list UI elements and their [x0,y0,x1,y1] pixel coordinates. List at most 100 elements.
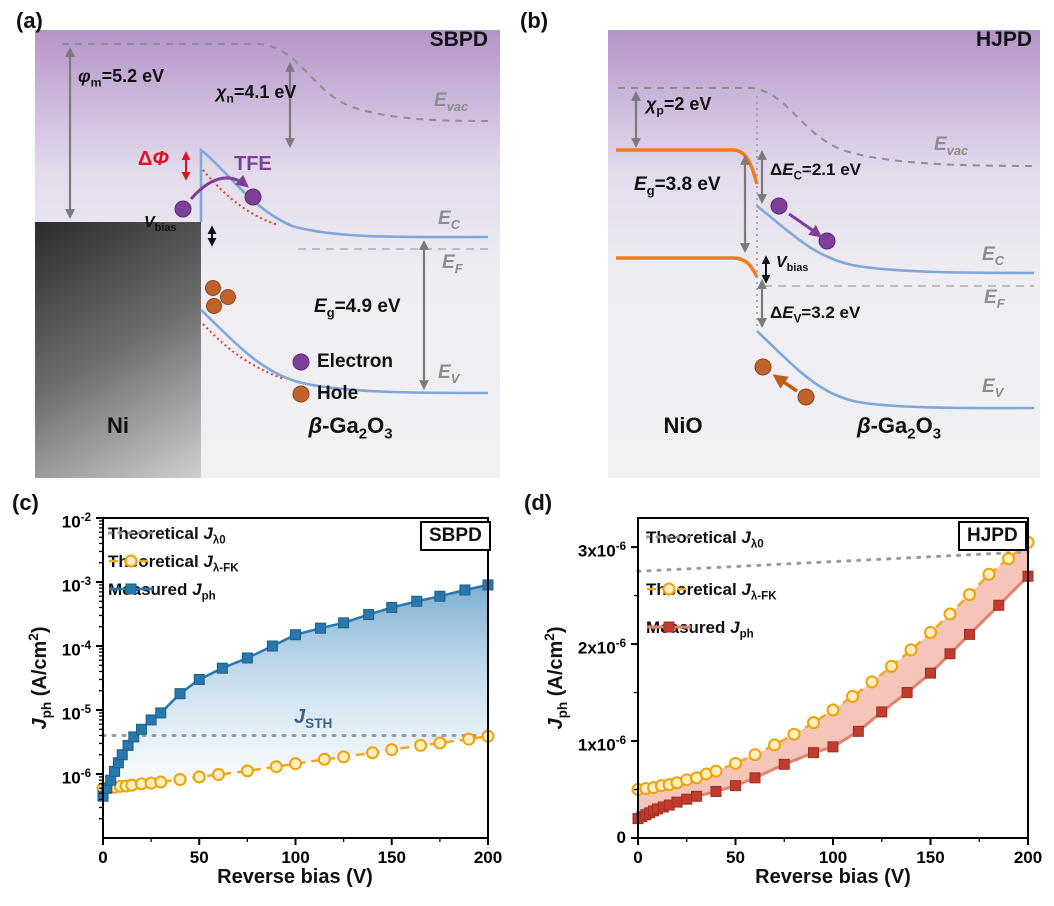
x-axis-label: Reverse bias (V) [217,866,373,888]
panel-b-letter: (b) [520,8,549,33]
data-marker [366,746,379,760]
chi-p-label: χp=2 eV [646,94,712,118]
legend-label: Theoretical Jλ0 [646,528,764,551]
data-marker [434,590,446,602]
panel-b-title: HJPD [975,28,1032,51]
data-marker [710,785,722,797]
data-marker [193,673,205,685]
tick-label: 1x10-6 [577,735,626,755]
series-1 [631,535,1035,797]
hole-drift-arrow [772,374,798,393]
data-marker [174,688,186,700]
data-marker [943,607,957,621]
data-marker [125,583,137,595]
metal-label-a: Ni [107,413,129,438]
legend-item: Theoretical Jλ0 [108,524,226,546]
data-marker [154,775,168,789]
tick-label: 3x10-6 [577,541,626,561]
tick-label: 200 [473,848,503,867]
legend-item: Measured Jph [108,580,216,602]
e-v-label-a: EV [438,362,460,386]
vacuum-level-a [62,43,489,122]
data-marker [925,667,936,679]
data-marker [681,793,693,805]
data-marker [944,648,956,660]
data-marker [385,743,399,757]
data-marker [963,588,976,602]
valence-band-b [756,330,1035,410]
tick-label: 10-5 [61,704,91,724]
chart-badge: SBPD [420,521,491,551]
data-marker [662,582,676,596]
ni-metal-block [35,222,201,478]
data-marker [748,748,762,762]
data-marker [904,643,918,657]
hole-icon [206,298,222,314]
tfe-arrow [189,174,249,200]
vacuum-level-b [618,87,1035,167]
tick-label: 0 [616,828,626,847]
vbias-label-a: Vbias [144,214,177,235]
panel-c-letter: (c) [12,490,39,515]
legend-sample [647,621,691,633]
phi-m-label: φm=5.2 eV [78,66,165,90]
data-marker [768,738,781,752]
tick-label: 50 [189,848,209,867]
nio-valence-band [616,256,759,278]
tick-label: 150 [916,848,945,867]
data-marker [411,595,423,607]
delta-phi-label: ΔΦ [138,148,169,170]
band-diagram-canvas [62,43,1035,410]
data-marker [749,772,761,784]
data-marker [462,732,476,746]
chart-hjpd: Jph (A/cm2) Reverse bias (V) HJPD 0 50 100… [530,488,1050,906]
data-marker [136,723,147,735]
delta-ev-label: ΔEV=3.2 eV [770,303,861,326]
x-axis-label: Reverse bias (V) [755,866,911,888]
bandgap-label-b: Eg=3.8 eV [634,174,721,198]
tick-label: 10-6 [61,768,91,788]
bandgap-label-a: Eg=4.9 eV [314,296,401,320]
semiconductor-label-a: β-Ga2O3 [308,413,393,443]
electron-icon [770,197,788,215]
chi-n-label: χn=4.1 eV [216,82,297,106]
conduction-band-b [756,204,1035,275]
e-c-label-a: EC [438,208,461,232]
data-marker [691,790,702,802]
chart-badge: HJPD [958,521,1027,551]
data-marker [386,601,398,613]
data-marker [124,554,138,568]
legend-electron-icon [292,353,310,371]
series-0 [636,550,1030,573]
e-f-label-a: EF [442,252,463,276]
data-marker [459,584,471,596]
hole-icon [220,289,236,305]
data-marker [982,567,996,581]
data-marker [671,796,683,808]
data-marker [240,764,254,778]
panel-a-letter: (a) [16,8,43,33]
legend-item: Theoretical Jλ0 [646,528,764,550]
series-2 [97,579,494,802]
data-marker [128,731,140,743]
legend-sample [108,531,154,535]
data-marker [122,739,134,751]
data-marker [414,738,428,752]
legend-item: Measured Jph [646,618,754,640]
jsth-annotation: JSTH [294,706,333,731]
data-marker [363,609,375,621]
tick-label: 50 [726,848,745,867]
hole-icon [797,388,815,406]
data-marker [266,640,278,652]
data-marker [155,707,167,719]
tick-label: 150 [377,848,406,867]
data-marker [852,725,864,737]
e-vac-label-a: Evac [434,90,469,114]
conduction-band-a [199,147,489,239]
y-axis-label: Jph (A/cm2) [542,626,570,730]
data-marker [289,757,302,771]
legend-sample [647,582,691,596]
valence-band-a [200,309,489,395]
legend-item: Theoretical Jλ-FK [108,552,239,574]
data-marker [808,747,819,759]
